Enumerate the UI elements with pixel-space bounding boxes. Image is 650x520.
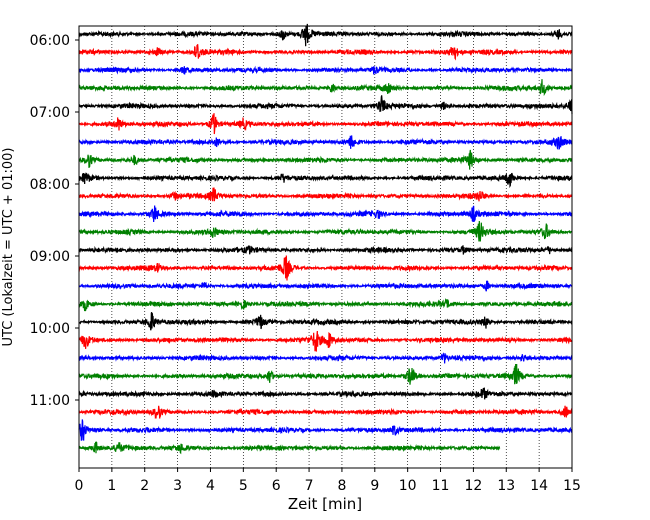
y-tick-label-2: 08:00 xyxy=(30,177,70,193)
seismic-trace-5 xyxy=(78,113,573,135)
x-tick-label-15: 15 xyxy=(563,478,581,494)
seismic-trace-6 xyxy=(78,135,573,151)
seismic-trace-3 xyxy=(78,79,573,97)
x-tick-label-9: 9 xyxy=(370,478,379,494)
x-tick-label-3: 3 xyxy=(173,478,182,494)
x-tick-label-7: 7 xyxy=(305,478,314,494)
y-tick-label-4: 10:00 xyxy=(30,321,70,337)
y-tick-label-3: 09:00 xyxy=(30,249,70,265)
y-axis-label: UTC (Lokalzeit = UTC + 01:00) xyxy=(1,148,16,347)
seismic-trace-23 xyxy=(78,441,501,455)
seismic-trace-17 xyxy=(78,330,573,352)
x-axis: 0 1 2 3 4 5 6 7 8 9 10 11 12 13 14 15 xyxy=(75,468,581,494)
seismic-trace-14 xyxy=(78,280,573,292)
seismic-trace-15 xyxy=(78,298,573,312)
trace-group xyxy=(78,23,573,455)
y-axis: 06:00 07:00 08:00 09:00 10:00 11:00 xyxy=(30,33,79,409)
seismic-trace-16 xyxy=(78,311,573,331)
seismic-trace-2 xyxy=(78,65,573,75)
x-tick-label-10: 10 xyxy=(399,478,417,494)
y-tick-label-5: 11:00 xyxy=(30,393,70,409)
x-tick-label-14: 14 xyxy=(530,478,548,494)
y-tick-label-1: 07:00 xyxy=(30,105,70,121)
seismic-trace-11 xyxy=(78,221,573,242)
x-tick-label-8: 8 xyxy=(337,478,346,494)
seismic-trace-13 xyxy=(78,255,573,281)
seismic-trace-8 xyxy=(78,172,573,189)
seismic-trace-18 xyxy=(78,352,573,364)
seismic-trace-1 xyxy=(78,44,573,61)
x-tick-label-13: 13 xyxy=(497,478,515,494)
x-tick-label-4: 4 xyxy=(206,478,215,494)
x-tick-label-1: 1 xyxy=(107,478,116,494)
y-tick-label-0: 06:00 xyxy=(30,33,70,49)
seismic-trace-9 xyxy=(78,187,573,202)
x-tick-label-11: 11 xyxy=(432,478,450,494)
seismic-trace-19 xyxy=(78,363,573,385)
x-tick-label-12: 12 xyxy=(464,478,482,494)
seismic-trace-10 xyxy=(78,205,573,223)
seismic-trace-12 xyxy=(78,245,573,255)
plot-frame xyxy=(78,25,573,469)
x-tick-label-5: 5 xyxy=(239,478,248,494)
x-tick-label-2: 2 xyxy=(140,478,149,494)
seismic-trace-22 xyxy=(78,419,573,441)
x-tick-label-0: 0 xyxy=(75,478,84,494)
seismic-trace-0 xyxy=(78,23,573,47)
seismic-trace-4 xyxy=(78,95,573,115)
seismic-trace-7 xyxy=(78,149,573,170)
seismic-trace-21 xyxy=(78,405,573,419)
x-tick-label-6: 6 xyxy=(272,478,281,494)
seismic-trace-20 xyxy=(78,387,573,400)
x-axis-label: Zeit [min] xyxy=(288,495,362,513)
